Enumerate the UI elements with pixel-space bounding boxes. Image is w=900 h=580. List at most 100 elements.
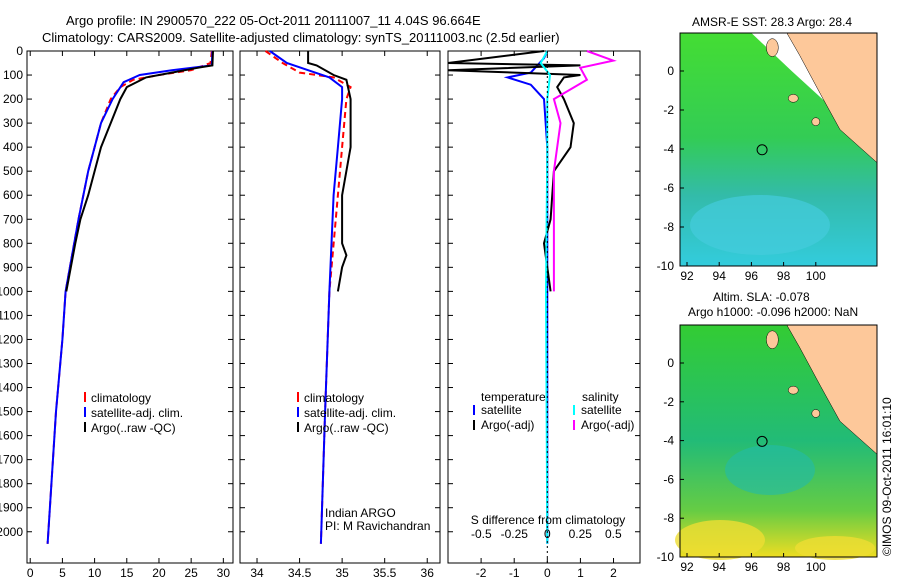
legend-label: satellite [581, 403, 622, 417]
y-tick-label: 1600 [0, 429, 23, 443]
legend-label: Argo(..raw -QC) [91, 421, 176, 435]
annotation-text: PI: M Ravichandran [325, 519, 430, 533]
lon-tick-label: 96 [745, 560, 759, 574]
map-sst: 92 94 96 98 100 0 -2 -4 -6 -8 -10 [657, 32, 878, 283]
lat-tick-label: 0 [667, 356, 674, 370]
lon-tick-label: 96 [745, 269, 759, 283]
lat-tick-label: -6 [663, 181, 674, 195]
plot-frame [447, 50, 641, 564]
y-tick-label: 0 [16, 44, 23, 58]
y-tick-label: 1800 [0, 477, 23, 491]
y-tick-label: 1400 [0, 381, 23, 395]
x2-axis-label: S difference from climatology [471, 513, 626, 527]
legend-label: Argo(-adj) [481, 418, 534, 432]
x-tick-label: 1 [577, 566, 584, 580]
x2-tick-label: -0.5 [471, 527, 492, 541]
plot-frame [239, 50, 441, 564]
y-tick-label: 100 [3, 68, 23, 82]
legend-header-salinity: salinity [582, 390, 619, 404]
lon-tick-label: 98 [777, 560, 791, 574]
sla-high-patch [675, 520, 765, 560]
map-sla: 92 94 96 98 100 0 -2 -4 -6 -8 -10 [657, 324, 878, 574]
y-tick-label: 1300 [0, 356, 23, 370]
lon-tick-label: 92 [680, 560, 694, 574]
y-tick-label: 1200 [0, 332, 23, 346]
y-tick-label: 1100 [0, 308, 23, 322]
lon-tick-label: 92 [680, 269, 694, 283]
land-siberut [788, 94, 799, 103]
x-tick-label: 25 [184, 566, 198, 580]
y-tick-label: 500 [3, 164, 23, 178]
land-siberut [788, 385, 799, 395]
y-tick-label: 700 [3, 212, 23, 226]
series-line-satellite-adj-clim- [46, 50, 214, 544]
y-tick-label: 600 [3, 188, 23, 202]
series-line-argo-raw-qc- [65, 50, 214, 292]
legend-label: climatology [91, 391, 151, 405]
x-tick-label: 15 [120, 566, 134, 580]
title-line-2: Climatology: CARS2009. Satellite-adjuste… [42, 30, 560, 45]
x2-tick-label: 0.5 [605, 527, 622, 541]
series-line-climatology [264, 50, 352, 544]
y-tick-label: 200 [3, 92, 23, 106]
legend-label: Argo(..raw -QC) [304, 421, 389, 435]
legend-label: satellite-adj. clim. [91, 406, 183, 420]
land-nias [766, 330, 779, 349]
plot-frame [26, 50, 234, 564]
lat-tick-label: -10 [657, 550, 675, 564]
y-tick-label: 800 [3, 236, 23, 250]
sst-map-title: AMSR-E SST: 28.3 Argo: 28.4 [692, 15, 853, 29]
y-tick-label: 1700 [0, 453, 23, 467]
sla-high-patch [795, 536, 875, 560]
lat-tick-label: -2 [663, 103, 674, 117]
lat-tick-label: 0 [667, 64, 674, 78]
series-line-t-satellite [503, 50, 549, 544]
x-tick-label: 20 [152, 566, 166, 580]
x-tick-label: -2 [476, 566, 487, 580]
x-tick-label: 0 [27, 566, 34, 580]
panel-temp: 051015202530temperature (deg C)010020030… [0, 44, 234, 580]
lon-tick-label: 98 [777, 269, 791, 283]
series-line-s-satellite [539, 50, 552, 544]
argo-float-marker [756, 435, 768, 447]
x2-tick-label: 0.25 [569, 527, 593, 541]
legend-header-temperature: temperature [481, 390, 546, 404]
argo-float-marker [756, 144, 768, 156]
lat-tick-label: -10 [657, 259, 675, 273]
series-line-argo-raw-qc- [307, 51, 352, 292]
lon-tick-label: 100 [806, 560, 826, 574]
y-tick-label: 1000 [0, 284, 23, 298]
lat-tick-label: -8 [663, 511, 674, 525]
series-line-t-argo-adj- [447, 50, 581, 292]
y-tick-label: 2000 [0, 525, 23, 539]
x-tick-label: -1 [509, 566, 520, 580]
y-tick-label: 1500 [0, 405, 23, 419]
y-tick-label: 300 [3, 116, 23, 130]
lon-tick-label: 94 [713, 269, 727, 283]
lon-tick-label: 94 [713, 560, 727, 574]
lat-tick-label: -4 [663, 434, 674, 448]
series-line-s-argo-adj- [552, 50, 617, 292]
series-line-climatology [46, 50, 213, 544]
title-line-1: Argo profile: IN 2900570_222 05-Oct-2011… [66, 13, 481, 28]
x2-tick-label: -0.25 [501, 527, 529, 541]
legend-label: satellite-adj. clim. [304, 406, 396, 420]
x2-tick-label: 0 [544, 527, 551, 541]
sla-low-patch [725, 445, 815, 495]
legend-label: satellite [481, 403, 522, 417]
y-tick-label: 900 [3, 260, 23, 274]
land-pagai [811, 117, 821, 126]
x-tick-label: 2 [610, 566, 617, 580]
x-tick-label: 5 [59, 566, 66, 580]
annotation-text: Indian ARGO [325, 506, 396, 520]
sla-map-title-2: Argo h1000: -0.096 h2000: NaN [688, 305, 859, 319]
panel-sal: 3434.53535.536salinityclimatologysatelli… [239, 50, 441, 580]
lat-tick-label: -8 [663, 220, 674, 234]
x-tick-label: 10 [88, 566, 102, 580]
sla-map-title-1: Altim. SLA: -0.078 [713, 290, 810, 304]
x-tick-label: 36 [421, 566, 435, 580]
lat-tick-label: -6 [663, 472, 674, 486]
lat-tick-label: -4 [663, 142, 674, 156]
